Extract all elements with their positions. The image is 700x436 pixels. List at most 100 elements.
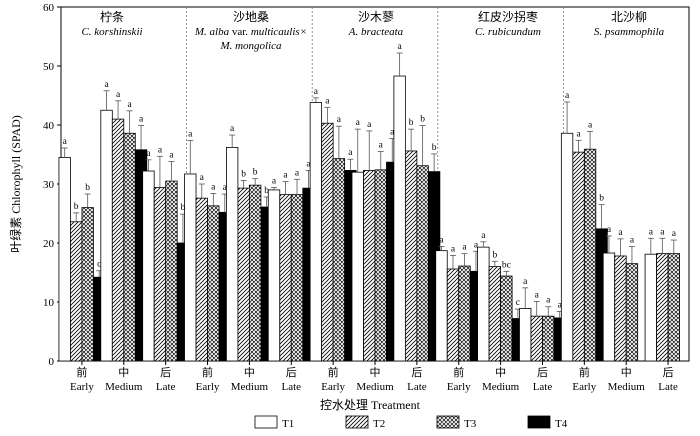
- x-category-cn: 后: [537, 366, 548, 379]
- bar-rect: [332, 158, 346, 362]
- significance-letter: b: [492, 250, 497, 260]
- legend-swatch: [254, 415, 278, 429]
- species-header-3: 沙木蓼 A. bracteata: [348, 10, 404, 38]
- bar-t2: b: [237, 169, 250, 362]
- significance-letter: c: [97, 260, 101, 270]
- bar-rect: [249, 184, 262, 362]
- significance-letter: a: [223, 183, 228, 193]
- y-axis: 0 10 20 30 40 50 60: [43, 2, 61, 368]
- bar-rect: [374, 169, 387, 362]
- bar-rect: [123, 132, 136, 362]
- bar-rect: [560, 132, 574, 362]
- bar-t2: a: [111, 90, 125, 362]
- bar-t1: a: [309, 87, 323, 362]
- significance-letter: a: [523, 277, 528, 287]
- species-header-5: 北沙柳 S. psammophila: [594, 10, 665, 38]
- significance-letter: a: [337, 115, 342, 125]
- bar-t3: a: [625, 236, 639, 362]
- bar-rect: [207, 205, 220, 362]
- x-category-en: Late: [156, 381, 176, 393]
- significance-letter: a: [146, 149, 151, 159]
- bar-rect: [321, 122, 334, 362]
- bar-t2: a: [530, 290, 543, 362]
- species-cn-label: 柠条: [100, 9, 124, 24]
- bar-rect: [602, 252, 616, 362]
- significance-letter: a: [104, 80, 109, 90]
- legend-label: T4: [555, 418, 568, 430]
- significance-letter: a: [660, 227, 665, 237]
- significance-letter: a: [474, 240, 479, 250]
- significance-letter: a: [295, 168, 300, 178]
- bar-t1: a: [435, 236, 448, 362]
- bar-t2: a: [656, 227, 669, 362]
- significance-letter: a: [630, 236, 635, 246]
- bar-t1: a: [477, 231, 490, 362]
- significance-letter: a: [439, 236, 444, 246]
- significance-letter: a: [200, 173, 205, 183]
- significance-letter: a: [348, 148, 353, 158]
- x-category-cn: 前: [202, 365, 213, 379]
- bar-rect: [542, 315, 555, 362]
- significance-letter: a: [158, 145, 163, 155]
- x-category-en: Early: [321, 381, 345, 393]
- significance-letter: a: [139, 115, 144, 125]
- significance-letter: a: [379, 141, 384, 151]
- bar-rect: [393, 75, 406, 362]
- bar-t3: a: [207, 182, 220, 362]
- x-category-cn: 中: [244, 366, 255, 379]
- bar-t2: a: [279, 171, 292, 362]
- bar-rect: [184, 173, 197, 362]
- bar-rect: [488, 266, 502, 362]
- bar-t1: a: [58, 137, 71, 362]
- significance-letter: b: [85, 183, 90, 193]
- significance-letter: a: [283, 171, 288, 181]
- x-category-en: Early: [70, 381, 94, 393]
- bar-t2: a: [572, 129, 585, 362]
- species-latin-label: A. bracteata: [348, 26, 404, 38]
- x-category-en: Medium: [608, 381, 646, 393]
- bar-rect: [519, 308, 532, 362]
- significance-letter: a: [588, 120, 593, 130]
- bar-t3: a: [583, 120, 597, 362]
- significance-letter: a: [462, 243, 467, 253]
- bar-rect: [446, 268, 460, 362]
- bar-t2: a: [614, 228, 627, 362]
- significance-letter: b: [74, 202, 79, 212]
- significance-letter: c: [516, 298, 520, 308]
- significance-letter: a: [481, 231, 486, 241]
- legend-item-t4: T4: [527, 415, 568, 430]
- x-category-cn: 后: [663, 366, 674, 379]
- significance-letter: bc: [502, 260, 511, 270]
- significance-letter: a: [325, 96, 330, 106]
- species-latin-label-line1: M. alba var. multicaulis×: [194, 26, 307, 38]
- legend-swatch: [527, 415, 551, 429]
- significance-letter: a: [306, 159, 311, 169]
- bar-rect: [435, 250, 448, 362]
- legend-label: T2: [373, 418, 385, 430]
- bar-rect: [195, 197, 208, 362]
- x-category-cn: 中: [495, 366, 506, 379]
- significance-letter: a: [390, 128, 395, 138]
- bar-rect: [477, 246, 490, 362]
- x-category-en: Early: [572, 381, 596, 393]
- bar-t3: a: [667, 229, 680, 362]
- bar-rect: [656, 253, 669, 362]
- x-category-cn: 后: [286, 366, 297, 379]
- significance-letter: b: [181, 203, 186, 213]
- significance-letter: a: [367, 120, 372, 130]
- x-category-en: Early: [447, 381, 471, 393]
- bar-rect: [70, 221, 83, 362]
- y-tick-label: 30: [43, 179, 55, 191]
- y-tick-label: 0: [49, 356, 55, 368]
- species-cn-label: 沙地桑: [233, 10, 269, 24]
- species-latin-label: S. psammophila: [594, 26, 665, 38]
- x-category-cn: 后: [160, 366, 171, 379]
- significance-letter: a: [565, 91, 570, 101]
- x-category-en: Medium: [231, 381, 269, 393]
- significance-letter: a: [558, 300, 563, 310]
- significance-letter: a: [356, 118, 361, 128]
- bar-t1: a: [393, 42, 406, 362]
- bar-rect: [142, 170, 155, 362]
- bar-rect: [667, 253, 680, 362]
